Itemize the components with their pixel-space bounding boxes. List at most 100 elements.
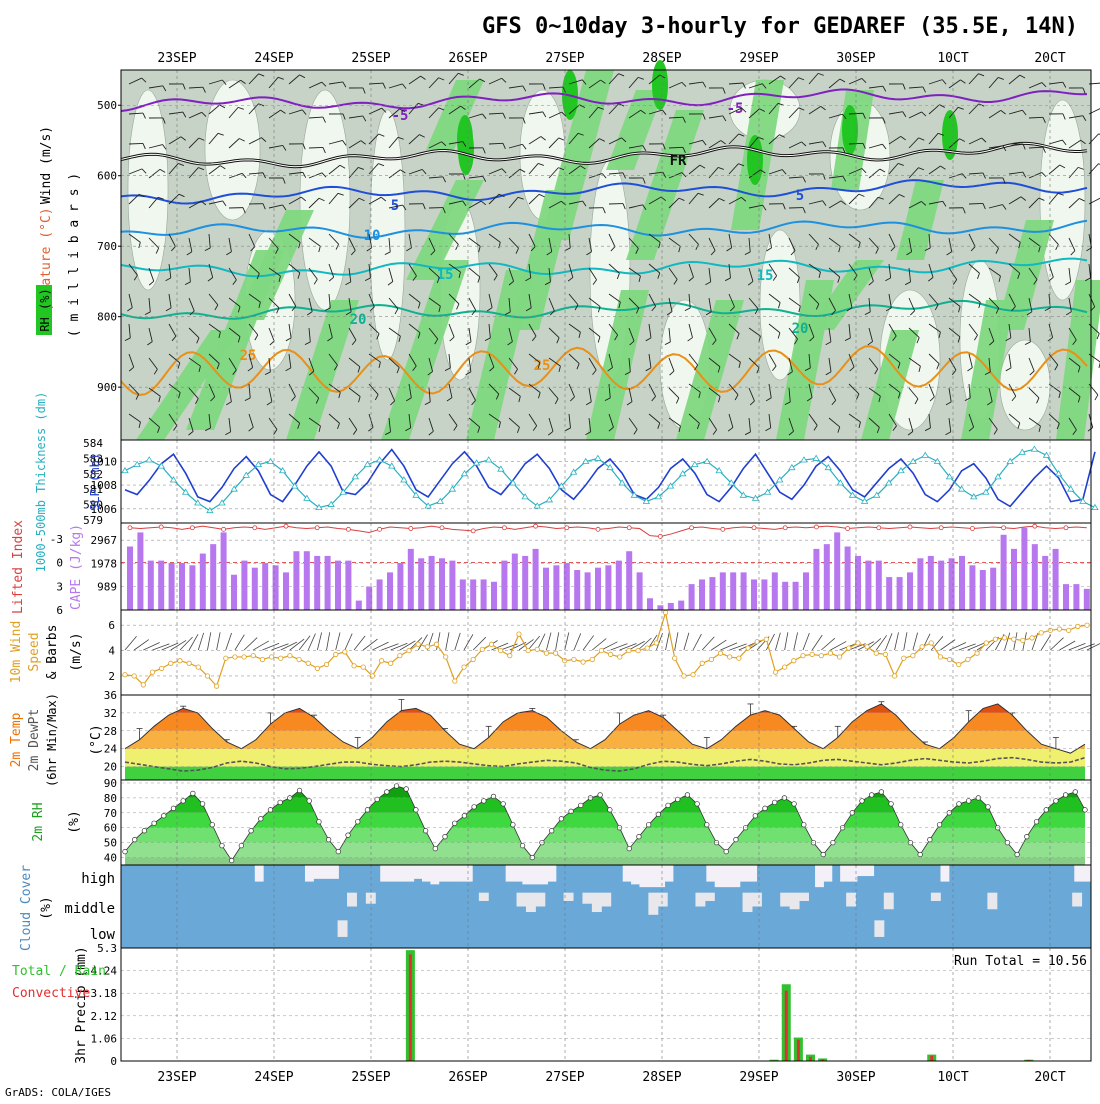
wind10m-point xyxy=(544,651,548,655)
cape-bar xyxy=(231,575,237,610)
rh-point xyxy=(307,799,312,804)
cloud-cell xyxy=(1083,865,1092,882)
cape-bar xyxy=(1063,584,1069,610)
rh-point xyxy=(801,822,806,827)
wind10m-point xyxy=(911,653,915,657)
wind10m-point xyxy=(801,653,805,657)
temp-tick-24: 24 xyxy=(104,743,118,756)
bottom-date-0: 23SEP xyxy=(157,1070,196,1085)
wind10m-point xyxy=(150,670,154,674)
cape-bar xyxy=(990,568,996,610)
cloud-cell xyxy=(780,893,790,907)
wind10m-point xyxy=(782,665,786,669)
cloud-cell xyxy=(592,893,602,912)
cape-bar xyxy=(345,561,351,610)
cape-bar xyxy=(283,572,289,610)
wind10m-point xyxy=(489,642,493,646)
rh-point xyxy=(365,808,370,813)
cape-bar xyxy=(928,556,934,610)
isotherm-label-8: 20 xyxy=(350,312,367,328)
wind10m-point xyxy=(1057,627,1061,631)
cape-bar xyxy=(449,561,455,610)
cape-bar xyxy=(325,556,331,610)
cape-bar xyxy=(241,561,247,610)
li-tick-3: 3 xyxy=(56,580,63,593)
cloud-cell xyxy=(874,920,884,937)
rh-point xyxy=(501,802,506,807)
wind10m-point xyxy=(214,684,218,688)
wind10m-point xyxy=(361,665,365,669)
cloud-cell xyxy=(330,865,339,879)
cape-bar xyxy=(813,549,819,610)
cloud-cell xyxy=(397,865,406,882)
rh-point xyxy=(1015,852,1020,857)
wind10m-point xyxy=(434,642,438,646)
wind10m-point xyxy=(856,641,860,645)
rh-point xyxy=(220,843,225,848)
cloud-cell xyxy=(313,865,322,879)
rh-core-4 xyxy=(842,105,858,155)
pressure-tick-900: 900 xyxy=(97,381,117,394)
wind10m-point xyxy=(398,653,402,657)
wind10m-tick-4: 4 xyxy=(108,645,115,658)
cape-bar xyxy=(886,577,892,610)
cloud-cell xyxy=(658,893,668,907)
wind10m-label-d: (m/s) xyxy=(69,632,84,671)
li-point xyxy=(471,529,475,533)
wind10m-point xyxy=(123,673,127,677)
wind10m-point xyxy=(462,665,466,669)
rh-core-2 xyxy=(652,60,668,110)
rh-point xyxy=(763,806,768,811)
cape-bar xyxy=(585,572,591,610)
rh-point xyxy=(317,819,322,824)
rh-point xyxy=(918,852,923,857)
precip-conv-bar xyxy=(809,1057,812,1061)
thickness-tick-579: 579 xyxy=(83,514,103,527)
rh-point xyxy=(171,806,176,811)
cape-bar xyxy=(460,579,466,610)
rh-point xyxy=(598,793,603,798)
wind10m-point xyxy=(572,657,576,661)
temp-tick-28: 28 xyxy=(104,725,117,738)
wind10m-point xyxy=(892,674,896,678)
isotherm-label-6: 15 xyxy=(437,267,454,283)
wind10m-point xyxy=(196,665,200,669)
rh-point xyxy=(957,802,962,807)
precip-tick-1.06: 1.06 xyxy=(91,1032,118,1045)
li-point xyxy=(222,527,226,531)
rh-tick-50: 50 xyxy=(104,837,117,850)
cloud-cell xyxy=(479,893,489,901)
cape-bar xyxy=(1042,556,1048,610)
cloud-cell xyxy=(715,865,724,887)
rh-point xyxy=(336,849,341,854)
wind10m-point xyxy=(957,662,961,666)
cape-legend: CAPE (J/kg) xyxy=(69,524,84,610)
cloud-cell xyxy=(639,865,648,887)
rh-point xyxy=(695,802,700,807)
cloud-cell xyxy=(623,865,632,882)
cloud-cell xyxy=(517,893,527,907)
rh-point xyxy=(258,816,263,821)
cape-bar xyxy=(127,547,133,610)
isotherm-label-2: FR xyxy=(670,153,687,169)
rh-point xyxy=(889,802,894,807)
top-date-4: 27SEP xyxy=(545,51,584,66)
cloud-cell xyxy=(799,893,809,901)
cape-bar xyxy=(668,603,674,610)
cloud-cell xyxy=(665,865,674,882)
wind10m-point xyxy=(920,645,924,649)
rh-point xyxy=(161,813,166,818)
slp-legend-right: SLP (mb) xyxy=(88,453,102,511)
cape-bar xyxy=(512,554,518,610)
cape-bar xyxy=(522,556,528,610)
rh-tick-80: 80 xyxy=(104,792,117,805)
cloud-cell xyxy=(752,893,762,907)
cape-bar xyxy=(720,572,726,610)
cloud-cell xyxy=(846,893,856,907)
rh-point xyxy=(462,813,467,818)
wind10m-point xyxy=(663,610,667,614)
